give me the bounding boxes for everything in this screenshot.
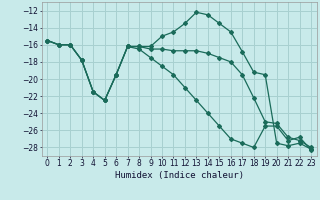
- X-axis label: Humidex (Indice chaleur): Humidex (Indice chaleur): [115, 171, 244, 180]
